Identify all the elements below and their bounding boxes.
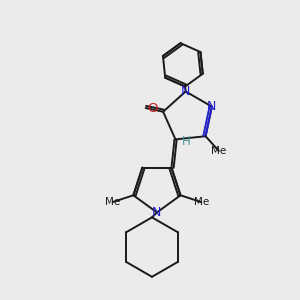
Text: Me: Me <box>211 146 226 156</box>
Text: Me: Me <box>194 197 209 207</box>
Text: O: O <box>147 101 158 115</box>
Text: N: N <box>181 85 190 98</box>
Text: H: H <box>182 135 191 148</box>
Text: N: N <box>207 100 217 113</box>
Text: N: N <box>152 206 162 219</box>
Text: Me: Me <box>105 197 120 207</box>
